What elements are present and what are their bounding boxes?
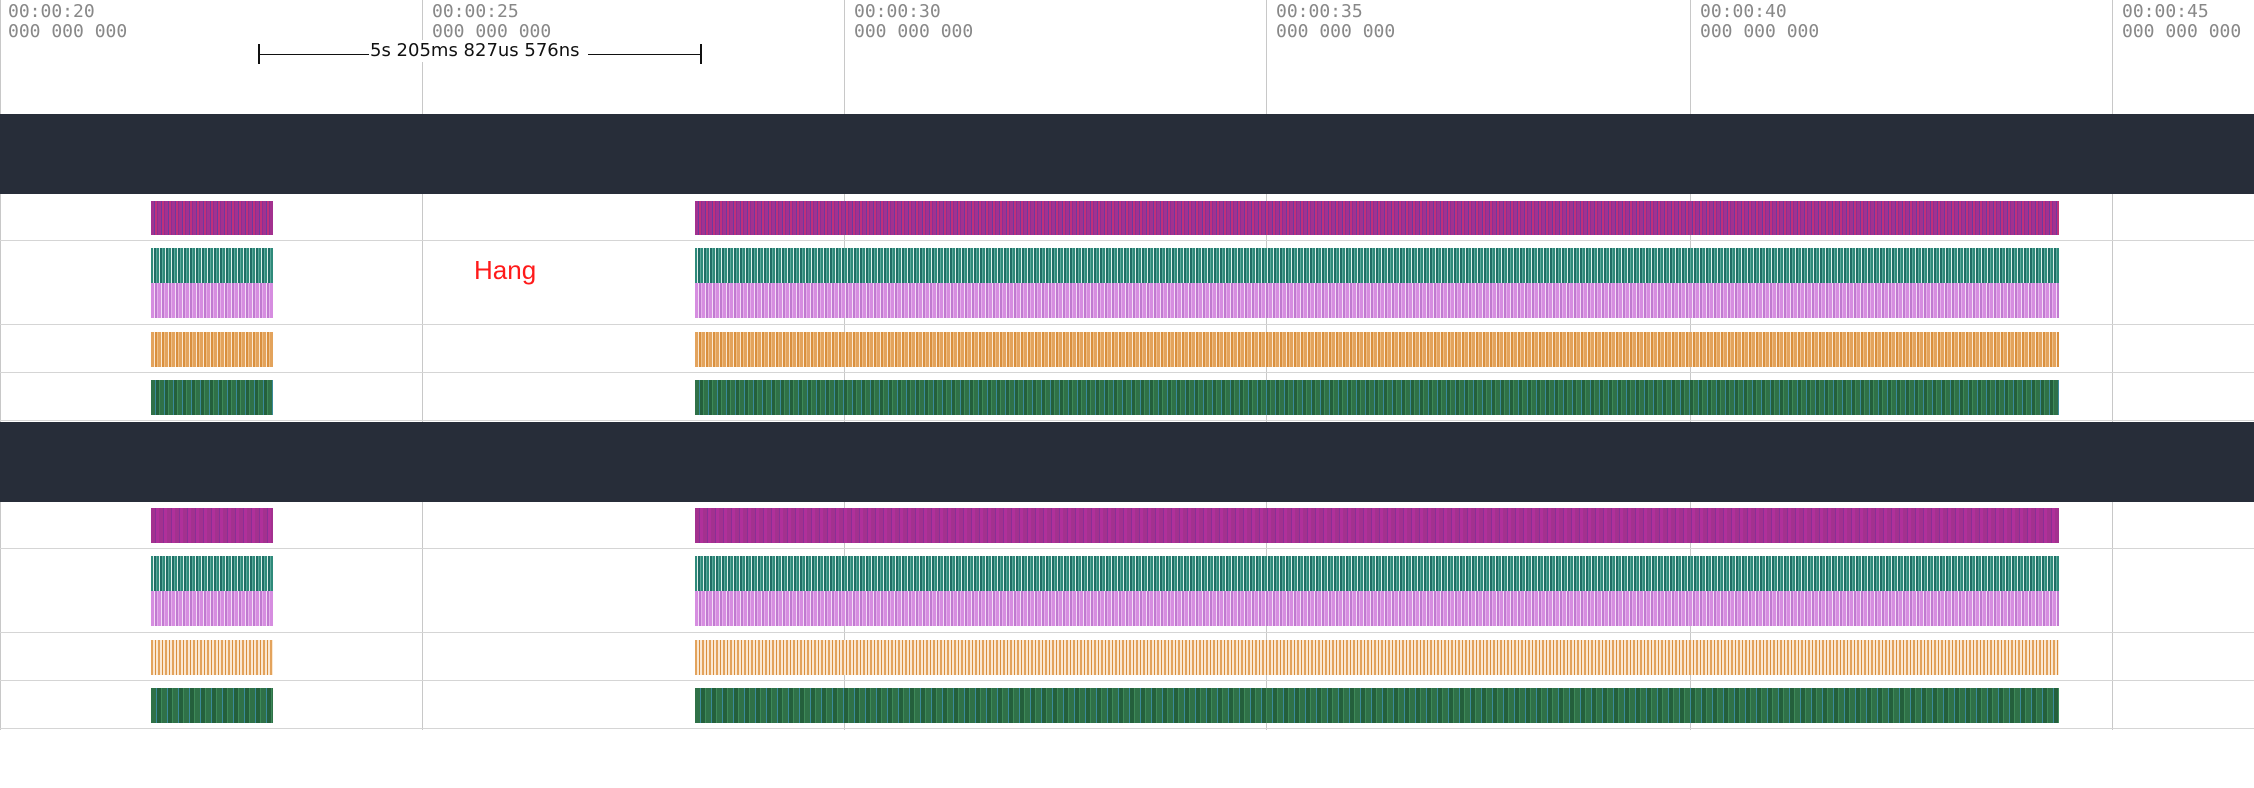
track-separator xyxy=(0,548,2254,549)
slice-block-magenta[interactable] xyxy=(695,508,2059,543)
slice-block-green[interactable] xyxy=(151,380,273,415)
track-separator xyxy=(0,372,2254,373)
track-separator xyxy=(0,632,2254,633)
group-header-2[interactable] xyxy=(0,422,2254,502)
slice-block-orange[interactable] xyxy=(695,332,2059,367)
tick-time: 00:00:40 xyxy=(1700,1,1787,22)
tick-time: 00:00:35 xyxy=(1276,1,1363,22)
tick-time: 00:00:20 xyxy=(8,1,95,22)
slice-block-teal[interactable] xyxy=(695,248,2059,283)
track-separator xyxy=(0,324,2254,325)
selection-line-left xyxy=(259,54,369,55)
selection-end-marker[interactable] xyxy=(700,44,702,64)
track-separator xyxy=(0,240,2254,241)
hang-annotation: Hang xyxy=(474,255,537,285)
slice-block-pink[interactable] xyxy=(151,591,273,626)
track-separator xyxy=(0,420,2254,421)
slice-block-pink[interactable] xyxy=(151,283,273,318)
slice-block-teal[interactable] xyxy=(151,248,273,283)
tick-label-35: 00:00:35 000 000 000 xyxy=(1276,2,1395,42)
tick-sub: 000 000 000 xyxy=(854,21,974,42)
slice-block-magenta[interactable] xyxy=(695,201,2059,235)
slice-block-green[interactable] xyxy=(695,380,2059,415)
tick-sub: 000 000 000 xyxy=(2122,21,2242,42)
group-header-1[interactable] xyxy=(0,114,2254,194)
selection-line-right xyxy=(588,54,700,55)
track-separator xyxy=(0,728,2254,729)
tick-label-40: 00:00:40 000 000 000 xyxy=(1700,2,1819,42)
slice-block-teal[interactable] xyxy=(695,556,2059,591)
tick-sub: 000 000 000 xyxy=(432,21,552,42)
tick-time: 00:00:45 xyxy=(2122,1,2209,22)
tick-label-25: 00:00:25 000 000 000 xyxy=(432,2,551,42)
tick-label-30: 00:00:30 000 000 000 xyxy=(854,2,973,42)
tick-time: 00:00:25 xyxy=(432,1,519,22)
slice-block-orange[interactable] xyxy=(151,332,273,367)
tick-line-45 xyxy=(2112,0,2113,730)
tick-time: 00:00:30 xyxy=(854,1,941,22)
slice-block-magenta[interactable] xyxy=(151,508,273,543)
slice-block-orange[interactable] xyxy=(695,640,2059,675)
slice-block-pink[interactable] xyxy=(695,283,2059,318)
slice-block-orange[interactable] xyxy=(151,640,273,675)
track-separator xyxy=(0,680,2254,681)
tick-sub: 000 000 000 xyxy=(8,21,128,42)
slice-block-teal[interactable] xyxy=(151,556,273,591)
tick-sub: 000 000 000 xyxy=(1700,21,1820,42)
tick-sub: 000 000 000 xyxy=(1276,21,1396,42)
selection-duration-label: 5s 205ms 827us 576ns xyxy=(370,40,580,62)
tick-label-20: 00:00:20 000 000 000 xyxy=(8,2,127,42)
tick-line-25 xyxy=(422,0,423,730)
tick-line-20 xyxy=(0,0,1,730)
tick-label-45: 00:00:45 000 000 000 xyxy=(2122,2,2241,42)
slice-block-green[interactable] xyxy=(695,688,2059,723)
slice-block-magenta[interactable] xyxy=(151,201,273,235)
slice-block-green[interactable] xyxy=(151,688,273,723)
slice-block-pink[interactable] xyxy=(695,591,2059,626)
